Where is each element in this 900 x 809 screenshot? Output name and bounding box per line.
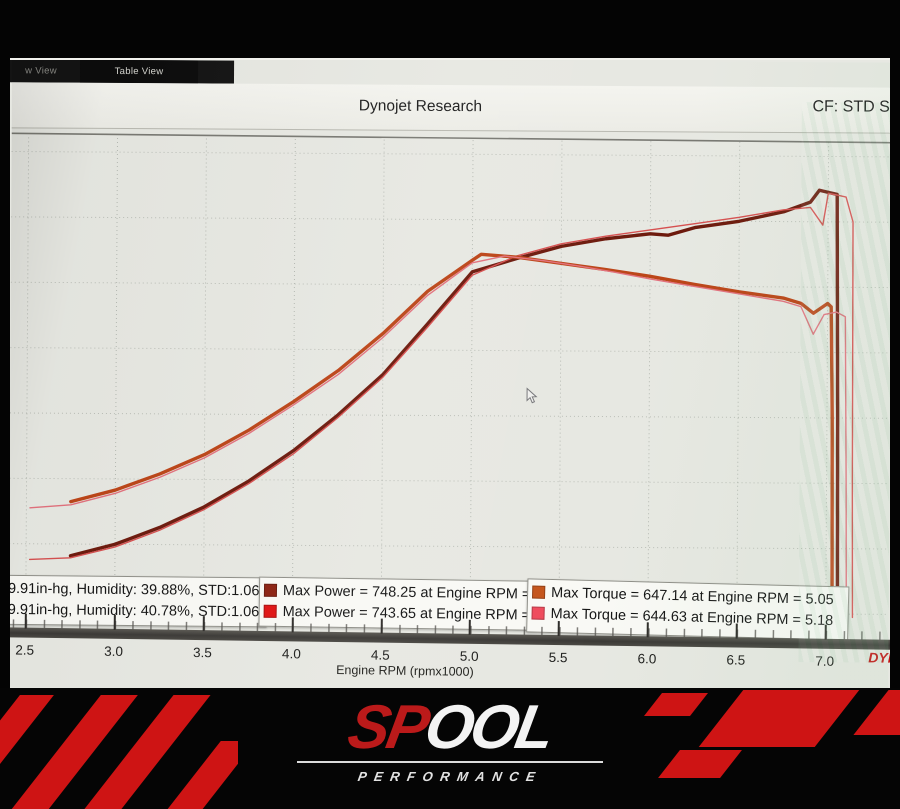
gridline <box>10 543 890 550</box>
legend-swatch <box>263 583 278 597</box>
gridline <box>202 138 207 625</box>
gridline <box>736 141 741 628</box>
spool-wordmark-sp: SP <box>342 693 432 762</box>
dyno-curve <box>69 252 834 597</box>
legend-row: 29.91in-hg, Humidity: 39.88%, STD:1.06 <box>10 578 262 602</box>
legend-swatch <box>263 604 277 618</box>
gridline <box>25 137 30 624</box>
legend-row: Max Power = 743.65 at Engine RPM = 7.00 <box>263 601 562 626</box>
legend-text: Max Power = 743.65 at Engine RPM = 7.00 <box>282 603 563 624</box>
legend-swatch <box>531 606 545 620</box>
gridline <box>114 137 119 624</box>
gridline <box>10 347 890 354</box>
legend-text: Max Torque = 644.63 at Engine RPM = 5.18 <box>550 605 834 629</box>
legend-swatch <box>531 585 546 599</box>
legend-row: 29.91in-hg, Humidity: 40.78%, STD:1.06 <box>10 599 262 623</box>
legend-power-box: Max Power = 748.25 at Engine RPM = 6.95 M… <box>258 576 563 631</box>
dyno-software-screenshot: w View Table View Dynojet Research CF: S… <box>10 58 890 691</box>
legend-text: 29.91in-hg, Humidity: 40.78%, STD:1.06 <box>10 601 260 620</box>
branding-footer: SPOOL PERFORMANCE <box>0 688 900 809</box>
red-stripe <box>853 690 900 735</box>
legend-text: 29.91in-hg, Humidity: 39.88%, STD:1.06 <box>10 580 260 599</box>
gridline <box>11 150 890 158</box>
gridline <box>10 281 890 289</box>
red-stripe <box>698 690 860 747</box>
gridline <box>469 140 474 627</box>
red-stripes-right <box>633 688 900 806</box>
gridline <box>10 412 890 419</box>
gridline <box>825 142 830 629</box>
mouse-cursor <box>526 387 538 404</box>
red-stripe <box>658 750 742 778</box>
spool-wordmark-ool: OOL <box>419 693 558 762</box>
tagline-divider: PERFORMANCE <box>297 761 603 786</box>
gridline <box>11 216 890 223</box>
dyno-chart-plot <box>10 132 890 629</box>
dyno-curve <box>68 188 840 606</box>
gridline <box>558 140 563 627</box>
red-stripes-left <box>0 695 238 809</box>
dyno-curve <box>29 255 847 609</box>
dyno-curve <box>28 192 854 619</box>
legend-text: Max Power = 748.25 at Engine RPM = 6.95 <box>282 582 563 603</box>
red-stripe <box>644 693 708 716</box>
gridline <box>647 141 652 628</box>
gridline <box>380 139 385 626</box>
gridline <box>11 132 890 144</box>
tagline-text: PERFORMANCE <box>356 769 544 784</box>
gridline <box>291 139 296 626</box>
gridline <box>10 477 890 485</box>
legend-weather-box: 29.91in-hg, Humidity: 39.88%, STD:1.06 29… <box>10 574 268 628</box>
legend-torque-box: Max Torque = 647.14 at Engine RPM = 5.05… <box>526 578 850 641</box>
spool-performance-logo: SPOOL PERFORMANCE <box>290 693 610 786</box>
spool-wordmark: SPOOL <box>343 693 557 762</box>
